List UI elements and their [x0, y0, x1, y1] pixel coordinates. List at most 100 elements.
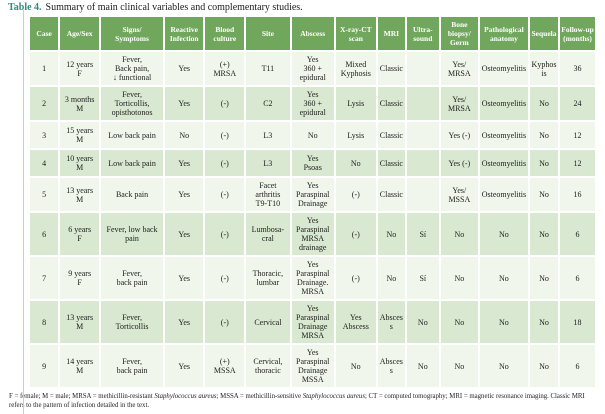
table-cell: 15 years M [60, 122, 100, 148]
table-cell: Fever, back pain [101, 345, 164, 387]
table-cell: Yes [165, 301, 204, 343]
page-edge-line [23, 10, 24, 414]
table-cell: Abscess [377, 345, 405, 387]
table-cell: C2 [246, 87, 290, 120]
column-header-8: X-ray-CT scan [335, 17, 376, 50]
table-cell: 6 years F [60, 213, 100, 255]
table-cell: Osteomyelitis [479, 87, 528, 120]
table-row-4: 4 10 years M Low back pain Yes (-) L3 Yes Psoa… [30, 150, 595, 176]
table-cell: No [291, 122, 334, 148]
footnote-text: ; MSSA = methicillin-sensitive [216, 393, 303, 400]
column-header-10: Ultra- sound [406, 17, 439, 50]
table-cell: (-) [205, 178, 245, 211]
table-title-label: Table 4. [8, 2, 42, 13]
column-header-3: Signs/ Symptoms [101, 17, 164, 50]
table-cell: No [529, 122, 559, 148]
table-cell: No [479, 257, 528, 299]
table-cell: Yes [165, 52, 204, 85]
table-title: Table 4. Summary of main clinical variabl… [8, 2, 605, 13]
table-cell: Yes (-) [440, 150, 478, 176]
table-cell: Osteomyelitis [479, 122, 528, 148]
table-cell: Fever, back pain [101, 257, 164, 299]
table-cell: 3 months M [60, 87, 100, 120]
table-row-3: 3 15 years M Low back pain No (-) L3 No Lysis Cl… [30, 122, 595, 148]
table-cell: Yes Paraspinal MRSA drainage [291, 213, 334, 255]
table-cell: 36 [560, 52, 595, 85]
table-cell: Yes (-) [440, 122, 478, 148]
footnote-text: ; CT = computed tomography; MRI = magnet… [9, 393, 585, 409]
table-cell [406, 52, 439, 85]
table-cell: 9 years F [60, 257, 100, 299]
table-cell: 12 [560, 122, 595, 148]
table-cell: (-) [205, 122, 245, 148]
table-cell [406, 178, 439, 211]
table-cell: Yes 360 + epidural [291, 52, 334, 85]
table-cell: No [377, 213, 405, 255]
table-footnote: F = female; M = male; MRSA = methicillin… [9, 393, 597, 411]
table-cell: Osteomyelitis [479, 150, 528, 176]
table-cell: Thoracic, lumbar [246, 257, 290, 299]
table-cell: 10 years M [60, 150, 100, 176]
table-cell: 9 [30, 345, 59, 387]
table-cell: Yes Paraspinal Drainage MSSA [291, 345, 334, 387]
table-cell: Mixed Kyphosis [335, 52, 376, 85]
table-cell: (-) [205, 213, 245, 255]
table-cell: 14 years M [60, 345, 100, 387]
table-cell: (-) [205, 257, 245, 299]
table-cell: Yes Paraspinal Drainage. MRSA [291, 257, 334, 299]
column-header-11: Bone biopsy/ Germ [440, 17, 478, 50]
table-cell: Lumbosa- cral [246, 213, 290, 255]
table-cell: 16 [560, 178, 595, 211]
table-cell: No [165, 122, 204, 148]
table-cell: Yes [165, 257, 204, 299]
table-cell: Classic [377, 87, 405, 120]
table-cell: No [529, 87, 559, 120]
table-cell: Abscess [377, 301, 405, 343]
table-cell: 6 [30, 213, 59, 255]
table-cell: Lysis [335, 87, 376, 120]
table-cell: Kyphosis [529, 52, 559, 85]
table-cell: 6 [560, 213, 595, 255]
table-cell: Low back pain [101, 122, 164, 148]
table-cell: Classic [377, 52, 405, 85]
table-cell: No [479, 345, 528, 387]
table-cell: (-) [335, 213, 376, 255]
table-cell [406, 122, 439, 148]
table-cell: Sí [406, 213, 439, 255]
table-cell: 2 [30, 87, 59, 120]
table-cell: Lysis [335, 122, 376, 148]
table-cell: No [406, 345, 439, 387]
table-cell: No [529, 345, 559, 387]
table-cell: No [529, 150, 559, 176]
table-row-8: 8 13 years M Fever, Torticollis Yes (-) Cervi… [30, 301, 595, 343]
table-cell: Yes [165, 213, 204, 255]
column-header-4: Reactive Infection [165, 17, 204, 50]
table-cell: (-) [335, 257, 376, 299]
footnote-species-italic: Staphylococcus aureus [154, 393, 217, 400]
table-cell: No [406, 301, 439, 343]
table-cell: (-) [205, 301, 245, 343]
table-cell: Facet arthritis T9-T10 [246, 178, 290, 211]
table-cell: 13 years M [60, 301, 100, 343]
table-cell: No [440, 345, 478, 387]
table-cell: Yes [165, 178, 204, 211]
table-cell: No [479, 301, 528, 343]
table-cell: (-) [205, 150, 245, 176]
column-header-2: Age/Sex [60, 17, 100, 50]
table-cell: No [529, 213, 559, 255]
table-cell: Yes Paraspinal Drainage [291, 178, 334, 211]
table-cell: 12 [560, 150, 595, 176]
table-cell: Yes/ MRSA [440, 52, 478, 85]
column-header-14: Follow-up (months) [560, 17, 595, 50]
table-cell: Fever, low back pain [101, 213, 164, 255]
table-cell: Sí [406, 257, 439, 299]
table-cell: No [335, 345, 376, 387]
table-cell: (+) MRSA [205, 52, 245, 85]
table-cell: Classic [377, 150, 405, 176]
table-cell: 18 [560, 301, 595, 343]
table-cell: Yes Paraspinal Drainage MRSA [291, 301, 334, 343]
table-cell: Yes/ MRSA [440, 87, 478, 120]
table-cell: No [440, 213, 478, 255]
